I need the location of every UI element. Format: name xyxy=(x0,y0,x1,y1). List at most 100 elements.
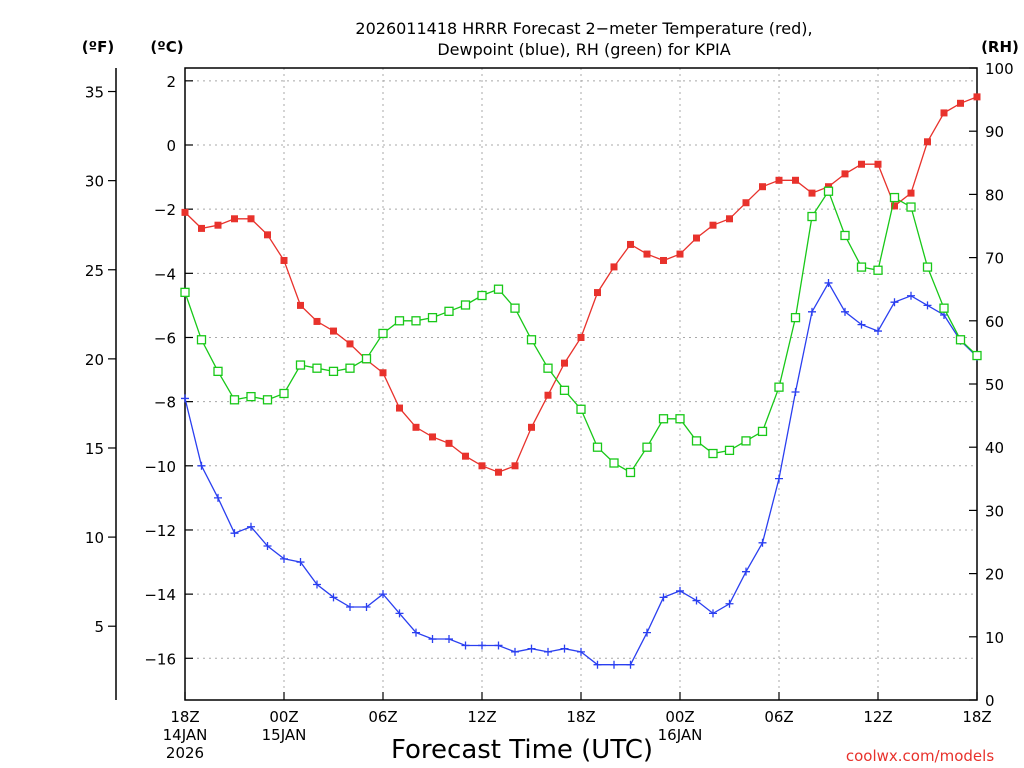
temperature-red-point xyxy=(792,176,799,184)
temperature-red-point xyxy=(940,109,948,117)
celsius-tick-label: −6 xyxy=(154,329,176,347)
x-axis-label: Forecast Time (UTC) xyxy=(391,735,653,765)
rh-green-point xyxy=(543,363,553,373)
temperature-red-point xyxy=(907,189,915,197)
dewpoint-blue-point xyxy=(461,641,470,650)
celsius-tick-label: −16 xyxy=(144,650,176,668)
rh-green-point xyxy=(262,395,273,405)
rh-green-point xyxy=(378,328,388,339)
dewpoint-blue-point xyxy=(775,474,783,483)
temperature-red-point xyxy=(924,138,931,146)
dewpoint-blue-point xyxy=(263,542,272,551)
temperature-red-point xyxy=(594,289,601,297)
dewpoint-blue-point xyxy=(478,641,486,650)
temperature-red-point xyxy=(874,160,882,168)
rh-green-point xyxy=(757,426,768,437)
x-tick-label: 18Z xyxy=(170,708,199,726)
temperature-red-point xyxy=(495,468,502,476)
series-layer xyxy=(180,93,982,669)
dewpoint-blue-point xyxy=(577,647,585,656)
rh-green-point xyxy=(510,303,520,313)
temperature-red-point xyxy=(280,256,288,264)
dewpoint-blue-point xyxy=(362,602,371,611)
dewpoint-blue-point xyxy=(923,301,932,310)
dewpoint-blue-point xyxy=(527,644,536,653)
celsius-tick-label: 0 xyxy=(166,137,176,155)
dewpoint-blue-point xyxy=(445,635,453,644)
dewpoint-blue-series xyxy=(181,278,981,669)
dewpoint-blue-point xyxy=(230,529,239,538)
dewpoint-blue-point xyxy=(692,596,701,605)
temperature-red-point xyxy=(561,359,568,367)
temperature-red-point xyxy=(231,215,238,223)
temperature-red-point xyxy=(610,263,618,271)
chart-title-line-2: Dewpoint (blue), RH (green) for KPIA xyxy=(437,40,730,59)
x-tick-label: 00Z xyxy=(269,708,298,726)
x-tick-label: 12Z xyxy=(467,708,496,726)
dewpoint-blue-point xyxy=(181,394,189,403)
dewpoint-blue-point xyxy=(626,660,635,669)
dewpoint-blue-point xyxy=(379,590,387,599)
dewpoint-blue-point xyxy=(659,593,668,602)
rh-green-point xyxy=(196,335,207,345)
temperature-red-point xyxy=(643,250,651,258)
plot-frame xyxy=(184,67,978,701)
dewpoint-blue-point xyxy=(544,647,552,656)
rh-green-point xyxy=(576,404,586,414)
temperature-red-point xyxy=(511,462,519,470)
rh-tick-label: 80 xyxy=(985,186,1004,204)
temperature-red-point xyxy=(709,221,717,229)
rh-green-point xyxy=(427,312,438,323)
dewpoint-blue-point xyxy=(494,641,503,650)
temperature-red-point xyxy=(198,224,205,232)
temperature-red-point xyxy=(214,221,222,229)
dewpoint-blue-point xyxy=(560,644,569,653)
x-tick-label: 06Z xyxy=(764,708,793,726)
rh-green-point xyxy=(856,262,867,272)
dewpoint-blue-point xyxy=(841,307,849,316)
rh-green-point xyxy=(328,366,339,377)
rh-green-point xyxy=(889,192,900,203)
rh-green-point xyxy=(873,265,883,275)
dewpoint-blue-point xyxy=(214,493,222,502)
rh-green-point xyxy=(774,382,784,392)
dewpoint-blue-point xyxy=(725,599,734,608)
fahrenheit-tick-label: 25 xyxy=(85,262,104,280)
celsius-tick-label: −2 xyxy=(154,201,176,219)
fahrenheit-tick-label: 15 xyxy=(85,440,104,458)
dewpoint-blue-point xyxy=(791,388,800,397)
rh-tick-label: 90 xyxy=(985,123,1004,141)
rh-green-point xyxy=(460,300,471,310)
temperature-red-series xyxy=(181,93,981,476)
dewpoint-blue-point xyxy=(676,586,684,595)
rh-tick-label: 20 xyxy=(985,566,1004,584)
temperature-red-point xyxy=(528,423,535,431)
dewpoint-blue-point xyxy=(907,291,915,300)
rh-green-point xyxy=(295,360,306,370)
rh-green-point xyxy=(444,306,454,316)
dewpoint-blue-point xyxy=(395,609,404,618)
dewpoint-blue-point xyxy=(857,320,866,329)
dewpoint-blue-point xyxy=(824,278,833,287)
temperature-red-point xyxy=(808,189,816,197)
temperature-red-point xyxy=(726,215,733,223)
rh-green-point xyxy=(724,445,735,456)
rh-tick-label: 70 xyxy=(985,250,1004,268)
temperature-red-point xyxy=(577,333,585,341)
temperature-red-point xyxy=(693,234,700,242)
rh-green-point xyxy=(394,316,405,326)
rh-green-point xyxy=(246,391,256,402)
dewpoint-blue-point xyxy=(610,660,618,669)
rh-tick-label: 0 xyxy=(985,692,995,710)
temperature-red-point xyxy=(891,202,898,210)
rh-green-point xyxy=(790,312,801,323)
rh-green-point xyxy=(840,230,850,241)
rh-green-point xyxy=(642,442,652,452)
rh-green-point xyxy=(493,284,504,294)
temperature-red-point xyxy=(676,250,684,258)
rh-green-point xyxy=(691,436,702,446)
celsius-axis: 2 0 −2 −4 −6 −8 −10 −12 −14 −16 xyxy=(144,73,193,668)
temperature-red-point xyxy=(313,317,321,325)
rh-green-point xyxy=(906,202,916,212)
